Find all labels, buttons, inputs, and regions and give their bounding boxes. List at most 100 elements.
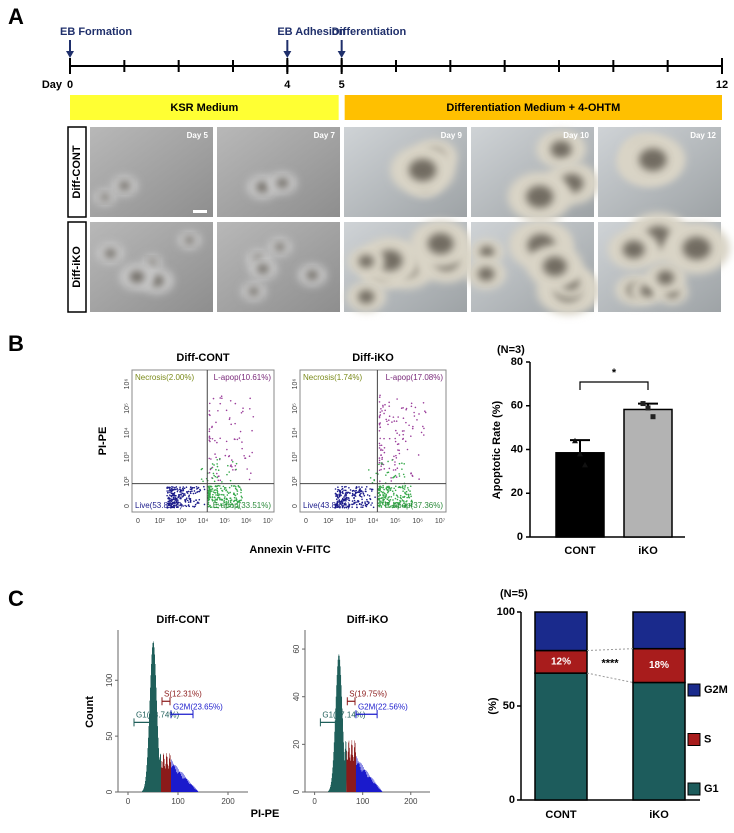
event-dot <box>423 427 425 430</box>
bar-segment <box>632 611 686 650</box>
event-dot <box>405 490 408 493</box>
event-dot <box>240 491 242 494</box>
event-dot <box>407 494 410 497</box>
event-dot <box>369 477 372 479</box>
event-dot <box>422 434 425 436</box>
event-dot <box>173 502 176 504</box>
event-dot <box>379 437 381 440</box>
panel-label: B <box>8 331 24 356</box>
event-dot <box>199 489 202 492</box>
event-dot <box>171 489 174 492</box>
legend-label: G1 <box>704 783 719 795</box>
event-dot <box>392 494 395 496</box>
bar <box>555 452 605 538</box>
event-dot <box>360 490 362 493</box>
event-dot <box>377 497 380 500</box>
micrograph <box>217 127 340 217</box>
event-dot <box>396 467 399 469</box>
panel-label: C <box>8 586 24 611</box>
flow-y-tick-label: 10⁶ <box>124 379 131 390</box>
event-dot <box>378 423 381 426</box>
value-label: 12% <box>551 656 571 667</box>
event-dot <box>236 505 239 507</box>
event-dot <box>412 425 414 428</box>
event-dot <box>378 504 381 507</box>
event-dot <box>388 503 390 505</box>
event-dot <box>397 505 399 508</box>
event-dot <box>386 486 388 489</box>
y-tick-label: 80 <box>511 356 523 368</box>
event-dot <box>179 488 181 491</box>
event-dot <box>385 474 387 476</box>
histogram-region <box>346 740 357 792</box>
event-dot <box>408 496 411 499</box>
flow-y-tick-label: 10⁴ <box>292 427 299 438</box>
event-dot <box>243 454 245 457</box>
medium-label: Differentiation Medium + 4-OHTM <box>446 102 620 114</box>
gate-label: G2M(23.65%) <box>173 702 223 711</box>
histogram-title: Diff-iKO <box>347 614 389 626</box>
quadrant-label: Live(53.89%) <box>135 501 182 510</box>
micrograph <box>471 127 600 222</box>
event-dot <box>200 478 203 480</box>
connector <box>586 648 634 652</box>
event-dot <box>173 506 176 509</box>
y-tick-label: 50 <box>105 731 114 740</box>
event-dot <box>202 480 204 483</box>
timeline-tick-label: 5 <box>339 79 345 91</box>
event-dot <box>167 504 170 507</box>
event-label: EB Adhesion <box>277 26 345 38</box>
annotation: (N=3) <box>497 344 525 356</box>
flow-plot-frame <box>299 369 447 513</box>
event-dot <box>409 493 412 495</box>
event-dot <box>360 496 363 498</box>
event-dot <box>386 420 388 423</box>
event-dot <box>215 468 217 471</box>
event-dot <box>391 459 394 461</box>
event-dot <box>177 489 179 491</box>
event-dot <box>195 486 198 488</box>
event-dot <box>418 413 420 415</box>
event-dot <box>167 506 169 509</box>
event-dot <box>395 420 398 422</box>
event-dot <box>216 494 219 497</box>
annotation: (N=5) <box>500 588 528 600</box>
event-arrowhead <box>66 51 74 58</box>
event-dot <box>179 496 181 498</box>
event-dot <box>215 503 218 506</box>
event-dot <box>170 492 173 495</box>
event-dot <box>380 468 382 471</box>
event-dot <box>394 497 397 500</box>
event-dot <box>208 487 210 489</box>
timeline-axis-label: Day <box>42 79 63 91</box>
event-dot <box>345 499 347 502</box>
event-dot <box>189 497 192 500</box>
event-dot <box>400 407 403 410</box>
event-dot <box>348 486 350 489</box>
event-dot <box>339 503 341 505</box>
event-dot <box>216 463 218 465</box>
event-dot <box>220 487 222 490</box>
event-dot <box>382 498 384 500</box>
event-dot <box>196 487 199 490</box>
event-dot <box>411 427 414 430</box>
event-dot <box>380 500 382 503</box>
event-dot <box>208 457 211 460</box>
event-dot <box>375 472 378 475</box>
event-dot <box>337 505 340 508</box>
event-dot <box>191 490 193 492</box>
event-dot <box>187 490 190 493</box>
event-dot <box>198 490 201 493</box>
event-dot <box>383 496 385 499</box>
legend-swatch <box>687 782 701 796</box>
event-dot <box>394 485 397 488</box>
bar <box>623 408 673 538</box>
event-dot <box>351 490 354 492</box>
event-dot <box>179 491 181 493</box>
colony-core <box>276 178 289 189</box>
event-dot <box>382 484 384 487</box>
event-dot <box>351 506 353 508</box>
event-dot <box>354 492 357 495</box>
event-dot <box>250 472 252 475</box>
event-dot <box>249 407 251 410</box>
